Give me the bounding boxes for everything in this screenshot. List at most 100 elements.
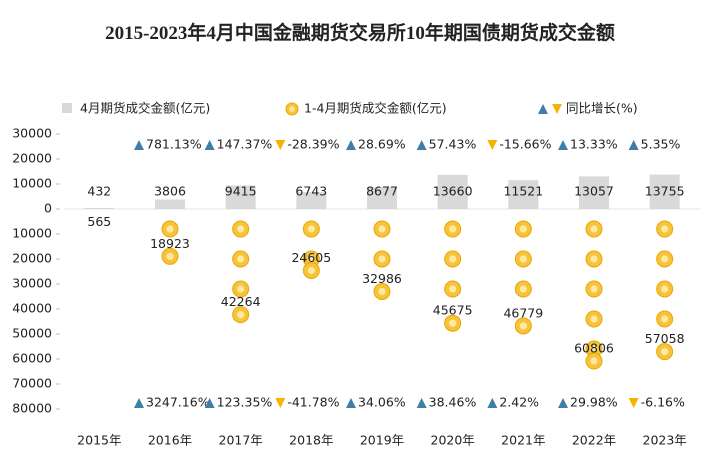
- coin-inner: [519, 255, 527, 263]
- growth-text: 147.37%: [217, 137, 273, 152]
- coin-inner: [378, 287, 386, 296]
- up-triangle: [558, 398, 568, 408]
- growth-label: 781.13%: [134, 137, 202, 152]
- bar: [296, 192, 327, 209]
- growth-label: 123.35%: [204, 395, 273, 410]
- y-tick-label: 20000: [12, 251, 52, 266]
- coin-column: [514, 220, 532, 335]
- coin-inner: [661, 255, 669, 263]
- down-triangle: [552, 104, 562, 114]
- coin-label: 42264: [221, 294, 261, 309]
- coin-inner: [307, 266, 315, 275]
- coin-column: [656, 220, 674, 361]
- growth-label: -15.66%: [487, 137, 552, 152]
- y-tick-label: 70000: [12, 376, 52, 391]
- bar: [649, 174, 680, 209]
- growth-label: 57.43%: [416, 137, 477, 152]
- growth-label: -6.16%: [628, 395, 685, 410]
- y-tick-label: 80000: [12, 401, 52, 416]
- up-triangle: [628, 140, 639, 150]
- coin-column: [585, 220, 603, 370]
- growth-label: 147.37%: [204, 137, 273, 152]
- up-triangle: [204, 398, 215, 408]
- down-triangle: [275, 140, 286, 150]
- x-tick-label: 2017年: [219, 433, 263, 448]
- coin-inner: [519, 322, 527, 330]
- growth-label: 34.06%: [346, 395, 406, 410]
- coin-inner: [590, 315, 598, 323]
- coin-inner: [590, 225, 598, 233]
- coin-inner: [449, 255, 457, 263]
- y-tick-label: 20000: [12, 151, 52, 166]
- growth-label: -28.39%: [275, 137, 340, 152]
- coin-inner: [449, 285, 457, 293]
- coin-inner: [590, 285, 598, 293]
- x-tick-label: 2015年: [77, 433, 121, 448]
- x-tick-label: 2019年: [360, 433, 404, 448]
- bar-label: 13660: [433, 184, 473, 199]
- coin-inner: [449, 319, 457, 327]
- down-triangle: [275, 398, 286, 408]
- y-tick-label: 50000: [12, 326, 52, 341]
- coin-column: [444, 220, 462, 332]
- growth-text: 3247.16%: [146, 395, 210, 410]
- bar-label: 9415: [225, 184, 257, 199]
- x-tick-label: 2020年: [431, 433, 475, 448]
- coin-inner: [661, 225, 669, 233]
- y-tick-label: 10000: [12, 176, 52, 191]
- growth-text: -6.16%: [641, 395, 685, 410]
- growth-text: 123.35%: [217, 395, 273, 410]
- coin-inner: [661, 348, 669, 356]
- coin-label: 32986: [362, 271, 402, 286]
- up-triangle: [204, 140, 215, 150]
- bar-label: 13755: [645, 184, 685, 199]
- x-tick-label: 2021年: [501, 433, 545, 448]
- growth-label: 2.42%: [487, 395, 539, 410]
- x-tick-label: 2018年: [289, 433, 333, 448]
- y-tick-label: 40000: [12, 301, 52, 316]
- growth-label: 5.35%: [628, 137, 681, 152]
- coin-inner: [307, 255, 315, 263]
- coin-label: 45675: [433, 303, 473, 318]
- coin-label: 565: [87, 214, 111, 229]
- growth-text: -41.78%: [287, 395, 339, 410]
- up-triangle: [346, 398, 356, 408]
- growth-label: 28.69%: [346, 137, 406, 152]
- bar-label: 6743: [295, 184, 327, 199]
- coin-label: 18923: [150, 236, 190, 251]
- up-triangle: [538, 104, 548, 114]
- up-triangle: [134, 140, 144, 150]
- coin-inner: [590, 255, 598, 263]
- legend-swatch: [62, 103, 72, 113]
- growth-text: 5.35%: [641, 137, 681, 152]
- coin-inner: [237, 225, 245, 233]
- legend-label: 同比增长(%): [566, 101, 638, 116]
- legend-coin: [285, 102, 299, 116]
- growth-text: 34.06%: [358, 395, 406, 410]
- bar-label: 3806: [154, 184, 186, 199]
- coin-inner: [661, 285, 669, 293]
- up-triangle: [487, 398, 498, 408]
- coin-inner: [237, 311, 245, 319]
- legend-label: 4月期货成交金额(亿元): [80, 101, 210, 116]
- growth-text: 13.33%: [570, 137, 618, 152]
- up-triangle: [558, 140, 568, 150]
- coin-label: 24605: [291, 250, 331, 265]
- coin-column: [161, 220, 179, 265]
- up-triangle: [416, 398, 427, 408]
- legend-label: 1-4月期货成交金额(亿元): [304, 101, 447, 116]
- growth-text: 38.46%: [429, 395, 477, 410]
- bar-label: 11521: [503, 184, 543, 199]
- coin-inner: [449, 225, 457, 233]
- growth-text: 57.43%: [429, 137, 477, 152]
- growth-text: 781.13%: [146, 137, 202, 152]
- x-tick-label: 2016年: [148, 433, 192, 448]
- coin-inner: [519, 225, 527, 233]
- y-tick-label: 60000: [12, 351, 52, 366]
- coin-inner: [378, 255, 386, 263]
- coin-column: [302, 220, 320, 280]
- coin-inner: [237, 255, 245, 263]
- coin-label: 46779: [503, 305, 543, 320]
- coin-inner: [519, 285, 527, 293]
